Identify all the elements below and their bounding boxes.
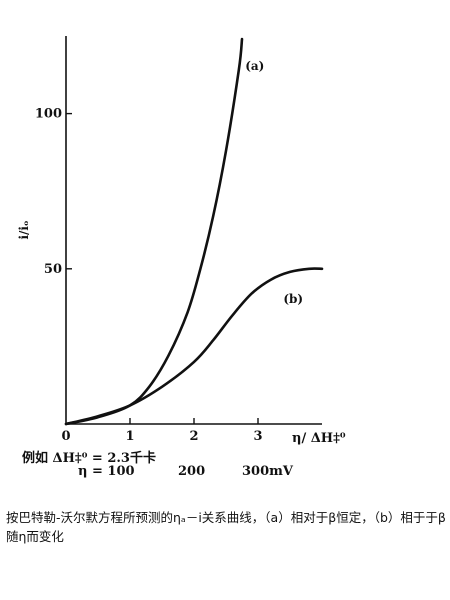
example-eta-100-label: η = 100 [78, 464, 135, 479]
series-label-a: (a) [245, 59, 264, 73]
x-tick-label-1: 1 [125, 429, 134, 444]
series-label-b: (b) [283, 292, 303, 306]
example-eta-300-label: 300mV [242, 464, 293, 479]
x-tick-label-3: 3 [253, 429, 262, 444]
figure-caption: 按巴特勒-沃尔默方程所预测的ηₐ－i关系曲线，（a）相对于β恒定，（b）相于于β… [6, 510, 446, 544]
y-axis-label: i/iₒ [17, 220, 31, 239]
example-eta-200-label: 200 [178, 464, 206, 479]
x-tick-label-0: 0 [61, 429, 70, 444]
y-tick-label-100: 100 [35, 107, 62, 122]
x-axis-label: η/ ΔH‡⁰ [292, 431, 346, 446]
series-line-a [64, 37, 244, 426]
series-line-b [64, 267, 324, 426]
example-enthalpy-label: 例如 ΔH‡⁰ = 2.3千卡 [22, 451, 156, 466]
x-tick-label-2: 2 [189, 429, 198, 444]
chart-svg: 0 1 2 3 50 100 i/iₒ η/ ΔH‡⁰ (a) (b) [17, 36, 346, 446]
y-tick-label-50: 50 [44, 262, 62, 277]
